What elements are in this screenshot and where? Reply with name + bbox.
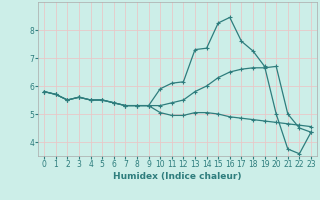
X-axis label: Humidex (Indice chaleur): Humidex (Indice chaleur) <box>113 172 242 181</box>
